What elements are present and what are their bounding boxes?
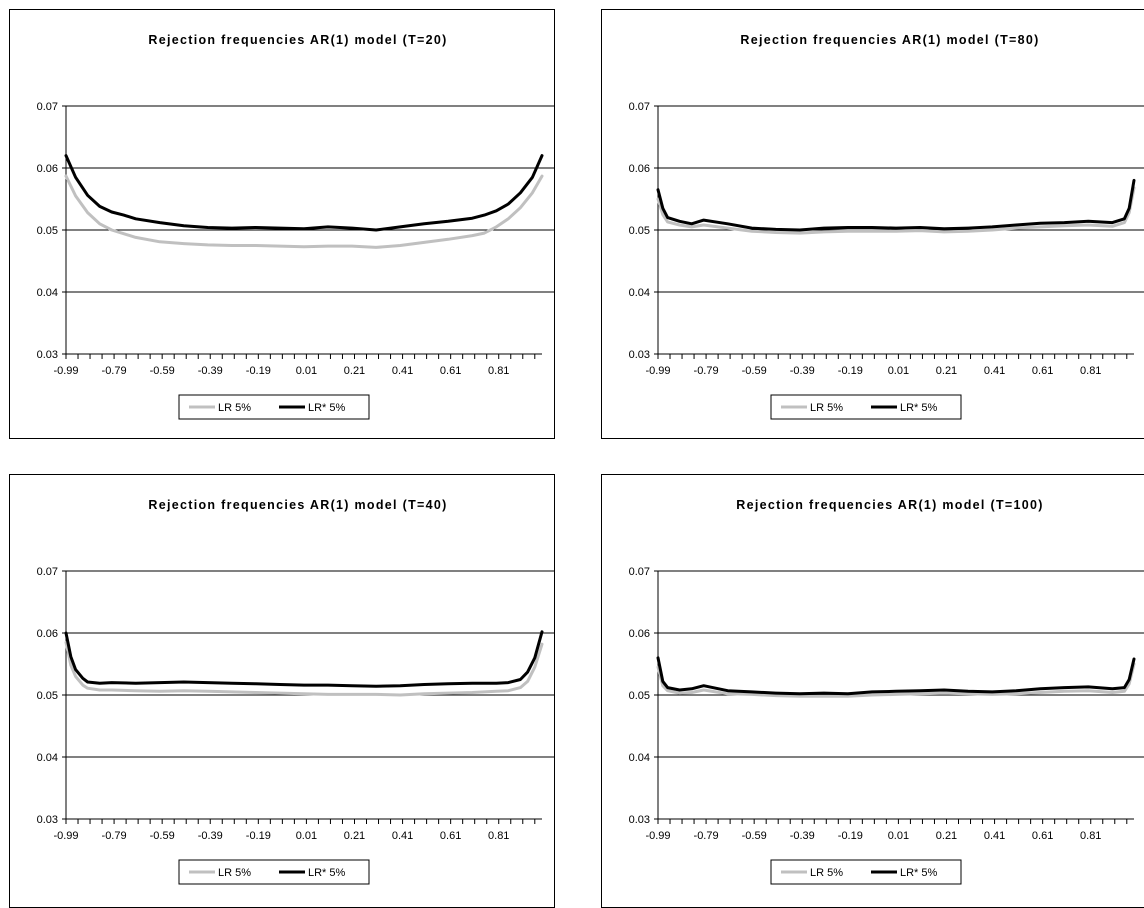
chart-panel-t100: Rejection frequencies AR(1) model (T=100… — [601, 474, 1144, 908]
chart-title: Rejection frequencies AR(1) model (T=100… — [736, 498, 1043, 512]
chart-panel-t40: Rejection frequencies AR(1) model (T=40)… — [9, 474, 555, 908]
x-tick-label: -0.19 — [246, 830, 271, 842]
x-tick-label: 0.21 — [936, 365, 957, 377]
series-line-lr — [656, 186, 1136, 235]
chart-svg: Rejection frequencies AR(1) model (T=80)… — [629, 33, 1144, 420]
x-tick-label: -0.99 — [53, 830, 78, 842]
y-tick-label: 0.07 — [629, 101, 650, 113]
series-line-lr-star — [64, 630, 544, 688]
y-tick-label: 0.05 — [629, 690, 650, 702]
y-tick-label: 0.07 — [37, 101, 58, 113]
x-tick-label: 0.41 — [984, 365, 1005, 377]
y-tick-label: 0.05 — [37, 690, 58, 702]
series-line-lr-star — [656, 656, 1136, 696]
x-tick-label: 0.01 — [296, 830, 317, 842]
y-tick-label: 0.07 — [37, 566, 58, 578]
x-tick-label: -0.59 — [742, 830, 767, 842]
x-tick-label: 0.61 — [1032, 365, 1053, 377]
x-tick-label: 0.81 — [488, 365, 509, 377]
series-line-lr — [64, 174, 544, 249]
series-line-lr-star — [656, 178, 1136, 232]
x-tick-label: 0.41 — [392, 830, 413, 842]
x-tick-label: 0.41 — [392, 365, 413, 377]
chart-panel-t80: Rejection frequencies AR(1) model (T=80)… — [601, 9, 1144, 439]
chart-svg: Rejection frequencies AR(1) model (T=40)… — [37, 498, 554, 885]
series-line-lr — [64, 640, 544, 697]
x-tick-label: 0.01 — [296, 365, 317, 377]
x-tick-label: 0.81 — [488, 830, 509, 842]
y-tick-label: 0.03 — [37, 349, 58, 361]
x-tick-label: -0.79 — [102, 830, 127, 842]
x-tick-label: 0.61 — [1032, 830, 1053, 842]
chart-panel-t20: Rejection frequencies AR(1) model (T=20)… — [9, 9, 555, 439]
y-tick-label: 0.06 — [37, 628, 58, 640]
x-tick-label: -0.39 — [198, 830, 223, 842]
x-tick-label: 0.21 — [344, 830, 365, 842]
y-tick-label: 0.05 — [629, 225, 650, 237]
x-tick-label: -0.99 — [645, 365, 670, 377]
x-tick-label: 0.41 — [984, 830, 1005, 842]
x-tick-label: -0.79 — [102, 365, 127, 377]
x-tick-label: -0.39 — [790, 830, 815, 842]
legend-label: LR* 5% — [900, 402, 938, 414]
y-tick-label: 0.04 — [37, 287, 58, 299]
x-tick-label: -0.99 — [53, 365, 78, 377]
x-tick-label: -0.59 — [150, 830, 175, 842]
legend-label: LR* 5% — [308, 402, 346, 414]
y-tick-label: 0.06 — [629, 628, 650, 640]
y-tick-label: 0.07 — [629, 566, 650, 578]
y-tick-label: 0.04 — [37, 752, 58, 764]
y-tick-label: 0.05 — [37, 225, 58, 237]
y-tick-label: 0.06 — [629, 163, 650, 175]
x-tick-label: 0.01 — [888, 365, 909, 377]
x-tick-label: -0.59 — [150, 365, 175, 377]
series-line-lr-star — [64, 154, 544, 232]
chart-title: Rejection frequencies AR(1) model (T=80) — [740, 33, 1039, 47]
legend-label: LR* 5% — [308, 867, 346, 879]
x-tick-label: -0.39 — [790, 365, 815, 377]
legend-label: LR 5% — [218, 402, 251, 414]
legend-label: LR 5% — [218, 867, 251, 879]
y-tick-label: 0.04 — [629, 287, 650, 299]
x-tick-label: -0.79 — [694, 830, 719, 842]
chart-title: Rejection frequencies AR(1) model (T=40) — [148, 498, 447, 512]
legend-box — [178, 859, 370, 885]
legend-label: LR* 5% — [900, 867, 938, 879]
x-tick-label: -0.79 — [694, 365, 719, 377]
x-tick-label: -0.59 — [742, 365, 767, 377]
x-tick-label: -0.19 — [838, 830, 863, 842]
chart-svg: Rejection frequencies AR(1) model (T=20)… — [37, 33, 554, 420]
chart-svg: Rejection frequencies AR(1) model (T=100… — [629, 498, 1144, 885]
legend-label: LR 5% — [810, 402, 843, 414]
x-tick-label: -0.99 — [645, 830, 670, 842]
x-tick-label: 0.61 — [440, 365, 461, 377]
x-tick-label: 0.01 — [888, 830, 909, 842]
y-tick-label: 0.03 — [629, 349, 650, 361]
x-tick-label: -0.19 — [838, 365, 863, 377]
legend-label: LR 5% — [810, 867, 843, 879]
x-tick-label: 0.21 — [344, 365, 365, 377]
x-tick-label: -0.19 — [246, 365, 271, 377]
chart-title: Rejection frequencies AR(1) model (T=20) — [148, 33, 447, 47]
x-tick-label: 0.81 — [1080, 365, 1101, 377]
y-tick-label: 0.03 — [629, 814, 650, 826]
x-tick-label: -0.39 — [198, 365, 223, 377]
series-line-lr — [656, 662, 1136, 698]
y-tick-label: 0.06 — [37, 163, 58, 175]
x-tick-label: 0.61 — [440, 830, 461, 842]
x-tick-label: 0.21 — [936, 830, 957, 842]
x-tick-label: 0.81 — [1080, 830, 1101, 842]
y-tick-label: 0.03 — [37, 814, 58, 826]
y-tick-label: 0.04 — [629, 752, 650, 764]
